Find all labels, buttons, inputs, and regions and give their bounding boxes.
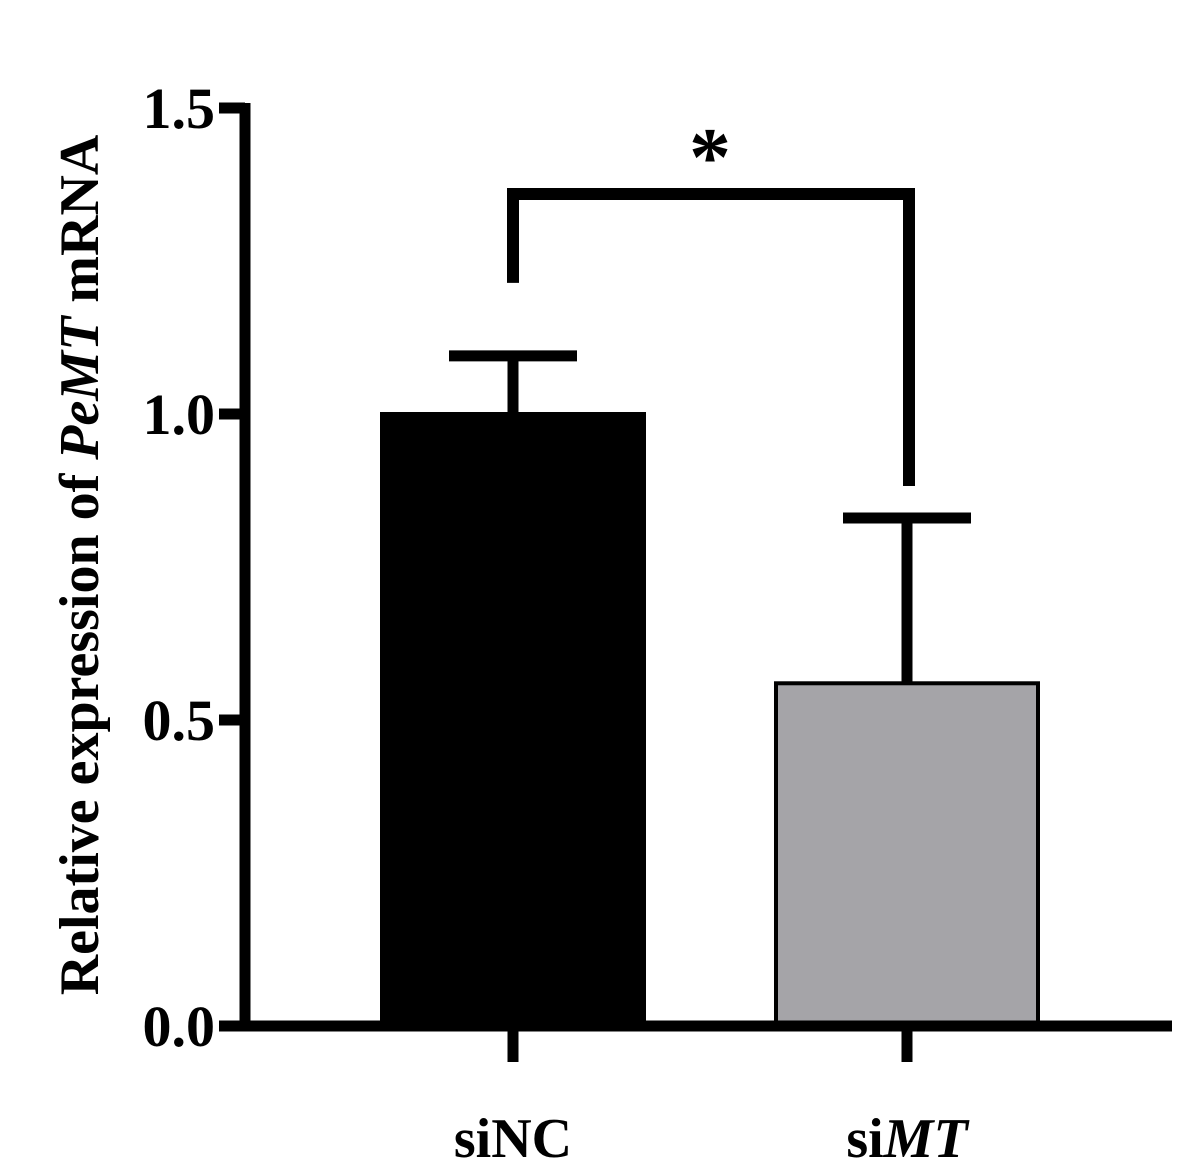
significance-star: * <box>689 111 731 204</box>
bar-1 <box>774 681 1040 1029</box>
x-tick-label-1: siMT <box>846 1108 970 1170</box>
y-tick-label-0: 0.0 <box>143 994 216 1059</box>
y-axis-label-after: mRNA <box>49 134 111 317</box>
y-axis-label-italic: PeMT <box>49 314 111 461</box>
y-axis-label: Relative expression of PeMT mRNA <box>49 134 111 995</box>
x-tick-label-1-italic: MT <box>883 1108 971 1170</box>
y-axis-label-before: Relative expression of <box>49 460 111 996</box>
x-tick-label-0-suffix: NC <box>491 1108 572 1170</box>
significance-bracket <box>507 188 915 487</box>
x-tick-label-0-prefix: si <box>454 1108 491 1170</box>
x-tick-label-1-prefix: si <box>846 1108 883 1170</box>
y-tick-label-3: 1.5 <box>143 76 216 141</box>
y-tick-label-2: 1.0 <box>143 382 216 447</box>
y-tick-label-1: 0.5 <box>143 688 216 753</box>
bar-0 <box>380 412 646 1028</box>
x-tick-label-0: siNC <box>454 1108 572 1170</box>
